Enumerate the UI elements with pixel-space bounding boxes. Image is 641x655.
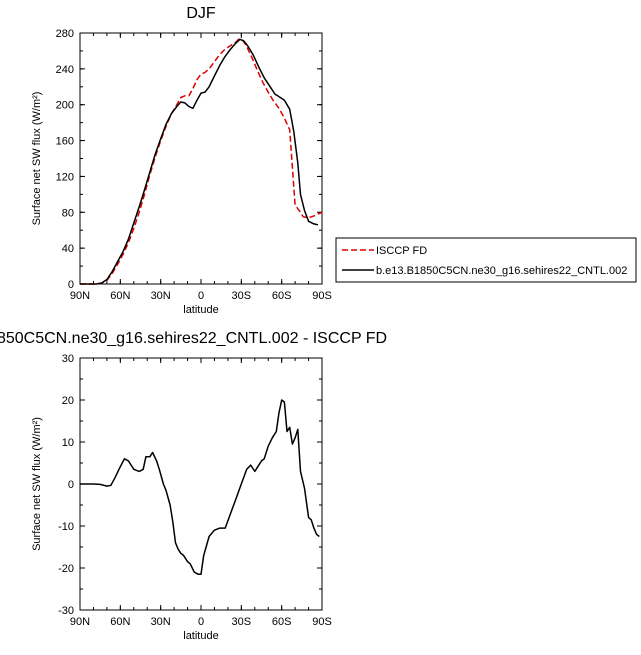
y-tick-label: -30 <box>58 605 74 617</box>
y-tick-label: 280 <box>56 28 74 40</box>
x-tick-label: 60N <box>110 290 130 302</box>
x-tick-label: 90S <box>312 616 332 628</box>
y-tick-label: 0 <box>68 279 74 291</box>
y-tick-label: 20 <box>62 395 74 407</box>
chart-title-2: b.e13.B1850C5CN.ne30_g16.sehires22_CNTL.… <box>0 330 387 347</box>
series-line-1-2 <box>80 38 319 285</box>
legend-box <box>335 237 637 283</box>
y-tick-label: 0 <box>68 479 74 491</box>
y-tick-label: -10 <box>58 521 74 533</box>
series-line-2-1 <box>80 399 320 576</box>
x-axis-label: latitude <box>183 630 218 642</box>
x-axis-label: latitude <box>183 304 218 316</box>
legend-label: b.e13.B1850C5CN.ne30_g16.sehires22_CNTL.… <box>376 265 627 277</box>
series-line-1-1 <box>80 38 323 285</box>
x-tick-label: 30N <box>151 616 171 628</box>
x-tick-label: 90N <box>70 616 90 628</box>
x-tick-label: 90S <box>312 290 332 302</box>
y-axis-label: Surface net SW flux (W/m²) <box>31 417 43 551</box>
y-tick-label: 30 <box>62 353 74 365</box>
y-tick-label: 80 <box>62 207 74 219</box>
x-tick-label: 0 <box>198 290 204 302</box>
y-tick-label: 10 <box>62 437 74 449</box>
x-tick-label: 60S <box>272 616 292 628</box>
x-tick-label: 60S <box>272 290 292 302</box>
y-tick-label: 160 <box>56 136 74 148</box>
y-tick-label: 200 <box>56 100 74 112</box>
x-tick-label: 60N <box>110 616 130 628</box>
y-axis-label: Surface net SW flux (W/m²) <box>31 92 43 226</box>
x-tick-label: 30N <box>151 290 171 302</box>
y-tick-label: 240 <box>56 64 74 76</box>
plot-frame-1 <box>79 32 323 285</box>
x-tick-label: 30S <box>232 290 252 302</box>
y-tick-label: 120 <box>56 171 74 183</box>
chart-title-1: DJF <box>186 5 216 22</box>
y-tick-label: 40 <box>62 243 74 255</box>
y-tick-label: -20 <box>58 563 74 575</box>
x-tick-label: 0 <box>198 616 204 628</box>
legend-label: ISCCP FD <box>376 245 427 257</box>
x-tick-label: 90N <box>70 290 90 302</box>
x-tick-label: 30S <box>232 616 252 628</box>
